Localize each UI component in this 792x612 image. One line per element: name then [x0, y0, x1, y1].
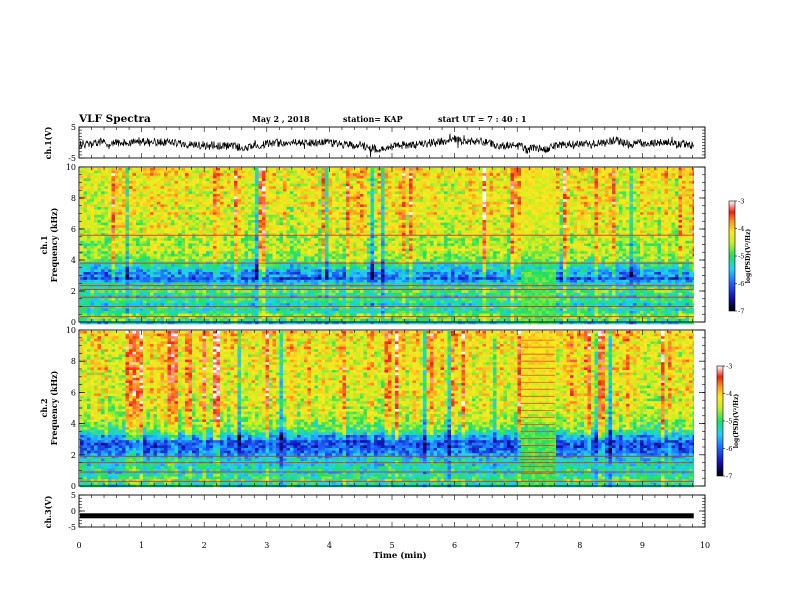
x-tick-label: 4: [327, 541, 332, 550]
y-tick-label: 6: [71, 388, 76, 397]
time-axis-label: Time (min): [373, 550, 426, 561]
ch1-colorbar: log(PSD)(V²/Hz) -3 -4 -5 -6 -7: [729, 198, 752, 316]
x-tick-label: 10: [700, 541, 710, 550]
x-tick-label: 9: [640, 541, 645, 550]
y-tick-label: 4: [71, 256, 76, 265]
colorbar-tick-label: -7: [738, 308, 744, 316]
x-tick-label: 0: [76, 541, 81, 550]
ch1-spectrogram-axis-label-line2: Frequency (kHz): [49, 207, 59, 282]
ch1-colorbar-label: log(PSD)(V²/Hz): [745, 229, 752, 284]
y-tick-label: 4: [71, 420, 76, 429]
x-tick-label: 6: [452, 541, 457, 550]
ch2-colorbar-label: log(PSD)(V²/Hz): [733, 394, 740, 449]
y-tick-label: 2: [71, 451, 76, 460]
ch1-waveform-trace: [80, 134, 694, 158]
x-tick-label: 8: [577, 541, 582, 550]
ch2-spectrogram-axis-label-line2: Frequency (kHz): [49, 370, 59, 445]
y-tick-label: 10: [66, 163, 76, 172]
ch3-voltage-axis-label: ch.3(V): [43, 495, 53, 528]
colorbar-tick-label: -4: [738, 225, 744, 233]
figure-title: VLF Spectra: [78, 113, 151, 125]
time-axis: 0 1 2 3 4 5 6 7 8 9 10: [76, 541, 710, 550]
y-tick-label: -5: [68, 523, 76, 532]
y-tick-label: 0: [71, 507, 76, 516]
y-tick-label: 0: [71, 482, 76, 491]
spectrogram-cells: [80, 331, 694, 487]
colorbar-tick-label: -5: [726, 418, 732, 426]
y-tick-label: 5: [71, 123, 76, 132]
colorbar-tick-label: -7: [726, 473, 732, 481]
station-label: station= KAP: [343, 114, 403, 124]
colorbar-tick-label: -3: [726, 363, 732, 371]
colorbar-tick-label: -4: [726, 390, 732, 398]
colorbar-tick-label: -6: [738, 280, 744, 288]
ch3-waveform-panel: 5 0 -5: [68, 491, 705, 532]
vlf-figure: VLF Spectra May 2 , 2018 station= KAP st…: [0, 0, 792, 612]
ch1-waveform-panel: 5 -5: [68, 123, 705, 163]
colorbar-tick-label: -6: [726, 445, 732, 453]
colorbar-tick-label: -5: [738, 253, 744, 261]
ch1-voltage-axis-label: ch.1(V): [43, 126, 53, 159]
y-tick-label: 2: [71, 287, 76, 296]
y-tick-label: -5: [68, 154, 76, 163]
x-tick-label: 3: [264, 541, 269, 550]
y-tick-label: 8: [71, 357, 76, 366]
x-tick-label: 1: [139, 541, 144, 550]
ch2-colorbar: log(PSD)(V²/Hz) -3 -4 -5 -6 -7: [717, 363, 740, 481]
ch3-waveform-trace: [80, 513, 694, 518]
x-tick-label: 5: [389, 541, 394, 550]
y-tick-label: 6: [71, 225, 76, 234]
start-time-label: start UT = 7 : 40 : 1: [438, 114, 527, 124]
date-label: May 2 , 2018: [252, 114, 310, 124]
ch1-spectrogram-axis-label-line1: ch.1: [39, 235, 49, 254]
y-tick-label: 5: [71, 491, 76, 500]
y-tick-label: 10: [66, 326, 76, 335]
spectrogram-cells: [80, 168, 694, 324]
ch2-spectrogram-panel: 0 2 4 6 8 10: [66, 326, 705, 491]
x-tick-label: 7: [515, 541, 520, 550]
ch2-spectrogram-axis-label-line1: ch.2: [39, 398, 49, 417]
colorbar-tick-label: -3: [738, 198, 744, 206]
x-tick-label: 2: [202, 541, 207, 550]
y-tick-label: 8: [71, 194, 76, 203]
